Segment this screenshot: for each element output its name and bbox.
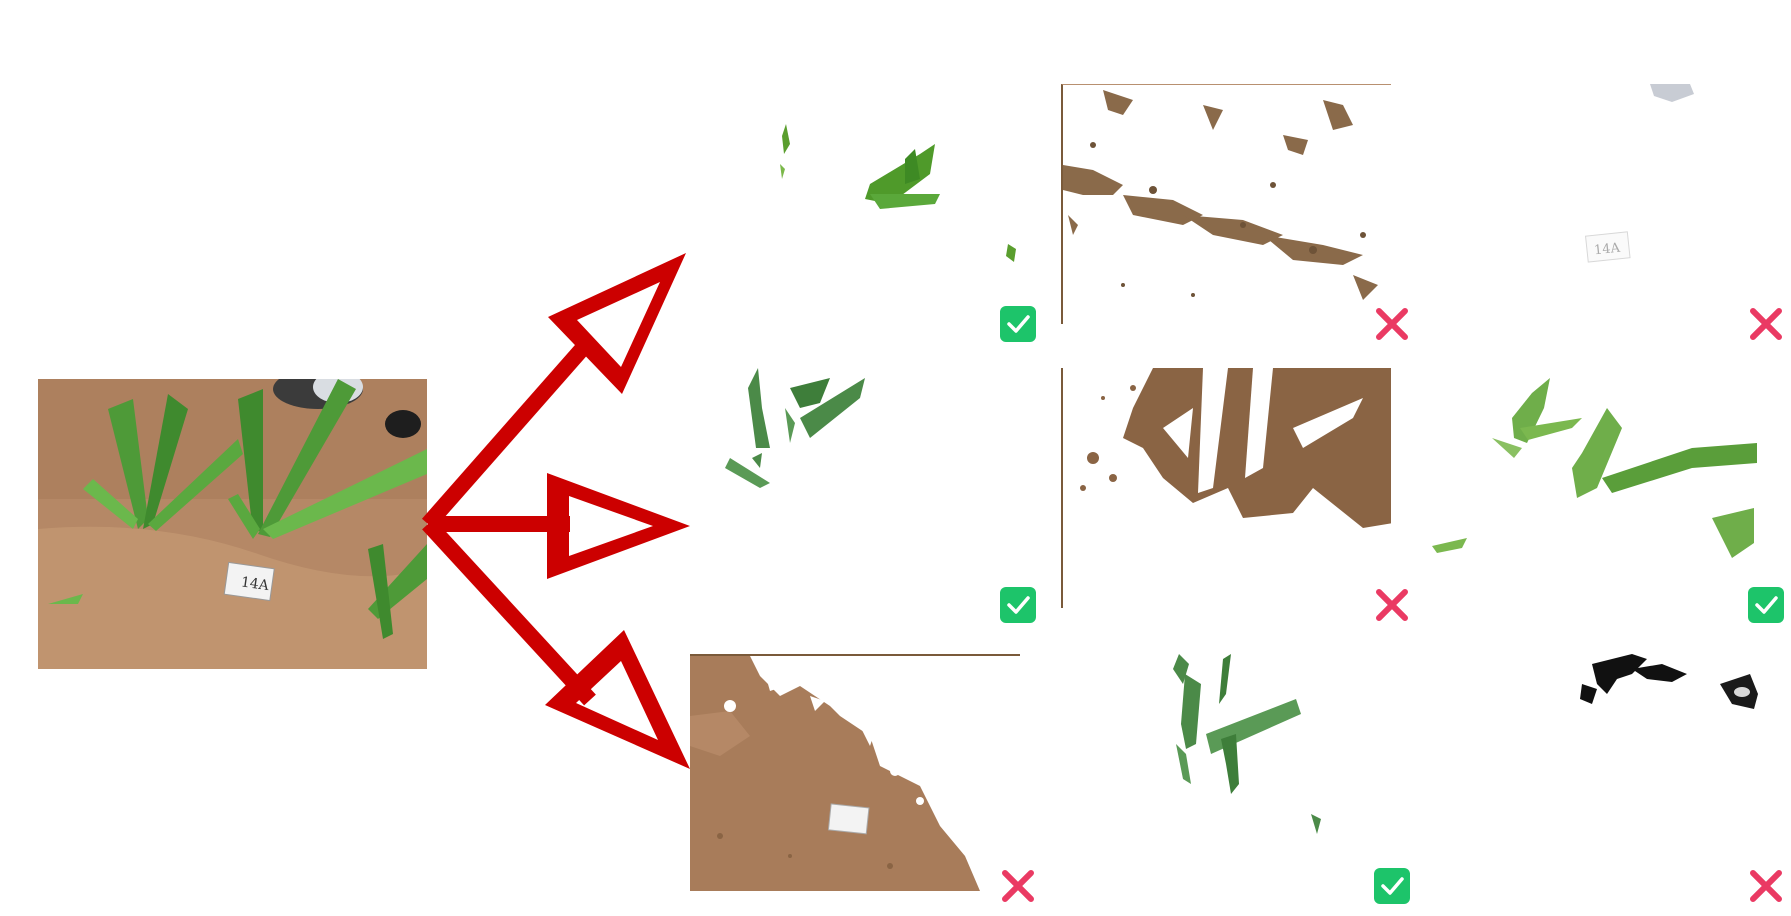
label-card-image: 14A	[1584, 84, 1694, 263]
reject-icon	[1376, 589, 1408, 621]
mask-r1c2	[1061, 84, 1391, 324]
leaf-fragments-image	[780, 124, 1016, 262]
source-photo: 14A	[38, 379, 427, 669]
reject-icon	[1002, 870, 1034, 902]
reject-icon	[1376, 308, 1408, 340]
light-leaves-image	[1432, 378, 1757, 558]
arrowhead-up	[548, 253, 686, 394]
reject-icon	[1750, 870, 1782, 902]
arrow-shaft-down	[422, 518, 596, 706]
arrowhead-middle	[547, 473, 690, 579]
shadow-mask-image	[1580, 654, 1758, 709]
mask-r1c1	[690, 84, 1020, 324]
mask-r2c3	[1432, 368, 1762, 608]
arrowhead-down	[545, 630, 690, 769]
accept-icon	[1748, 587, 1784, 623]
mask-r1c3: 14A	[1432, 84, 1762, 324]
maize-photo-image: 14A	[38, 379, 427, 669]
tag-text: 14A	[240, 574, 271, 594]
mask-r2c1	[690, 368, 1020, 608]
arrow-shaft-up	[421, 334, 597, 530]
faded-tag-text: 14A	[1593, 241, 1621, 259]
mask-r3c2	[1061, 654, 1391, 894]
soil-with-holes-image	[1080, 368, 1391, 528]
accept-icon	[1374, 868, 1410, 904]
reject-icon	[1750, 308, 1782, 340]
accept-icon	[1000, 587, 1036, 623]
soil-speckle-image	[1063, 90, 1378, 300]
mask-r3c3	[1432, 654, 1762, 894]
dark-leaves-image	[725, 368, 865, 488]
leaf-blades-image	[1173, 654, 1321, 834]
accept-icon	[1000, 306, 1036, 342]
soil-region-image	[690, 656, 980, 891]
mask-r2c2	[1061, 368, 1391, 608]
mask-r3c1	[690, 654, 1020, 894]
